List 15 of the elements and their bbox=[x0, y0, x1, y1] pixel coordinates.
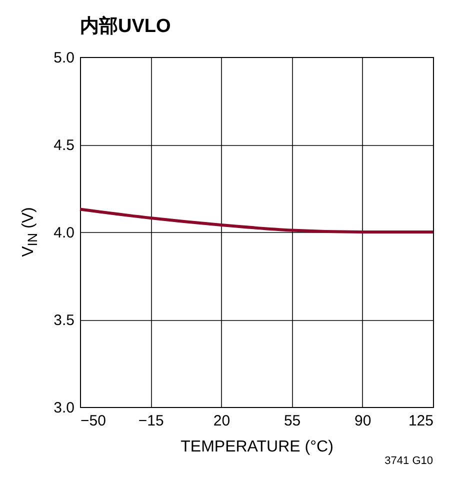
x-axis-title: TEMPERATURE (°C) bbox=[180, 438, 334, 456]
x-tick-label: −50 bbox=[80, 412, 106, 430]
y-tick-label: 4.5 bbox=[54, 137, 74, 154]
chart-title: 内部UVLO bbox=[80, 15, 171, 37]
y-tick-label: 4.0 bbox=[54, 224, 74, 242]
y-tick-label: 3.5 bbox=[54, 312, 74, 329]
y-tick-label: 3.0 bbox=[54, 400, 74, 416]
x-tick-label: 55 bbox=[284, 412, 301, 430]
x-tick-label: −15 bbox=[138, 412, 164, 430]
x-tick-label: 125 bbox=[408, 412, 434, 430]
y-tick-label: 5.0 bbox=[54, 50, 74, 66]
x-tick-label: 20 bbox=[213, 412, 230, 430]
x-tick-label: 90 bbox=[354, 412, 372, 430]
line-series bbox=[78, 208, 434, 234]
text: 3741 G10 bbox=[384, 455, 433, 467]
